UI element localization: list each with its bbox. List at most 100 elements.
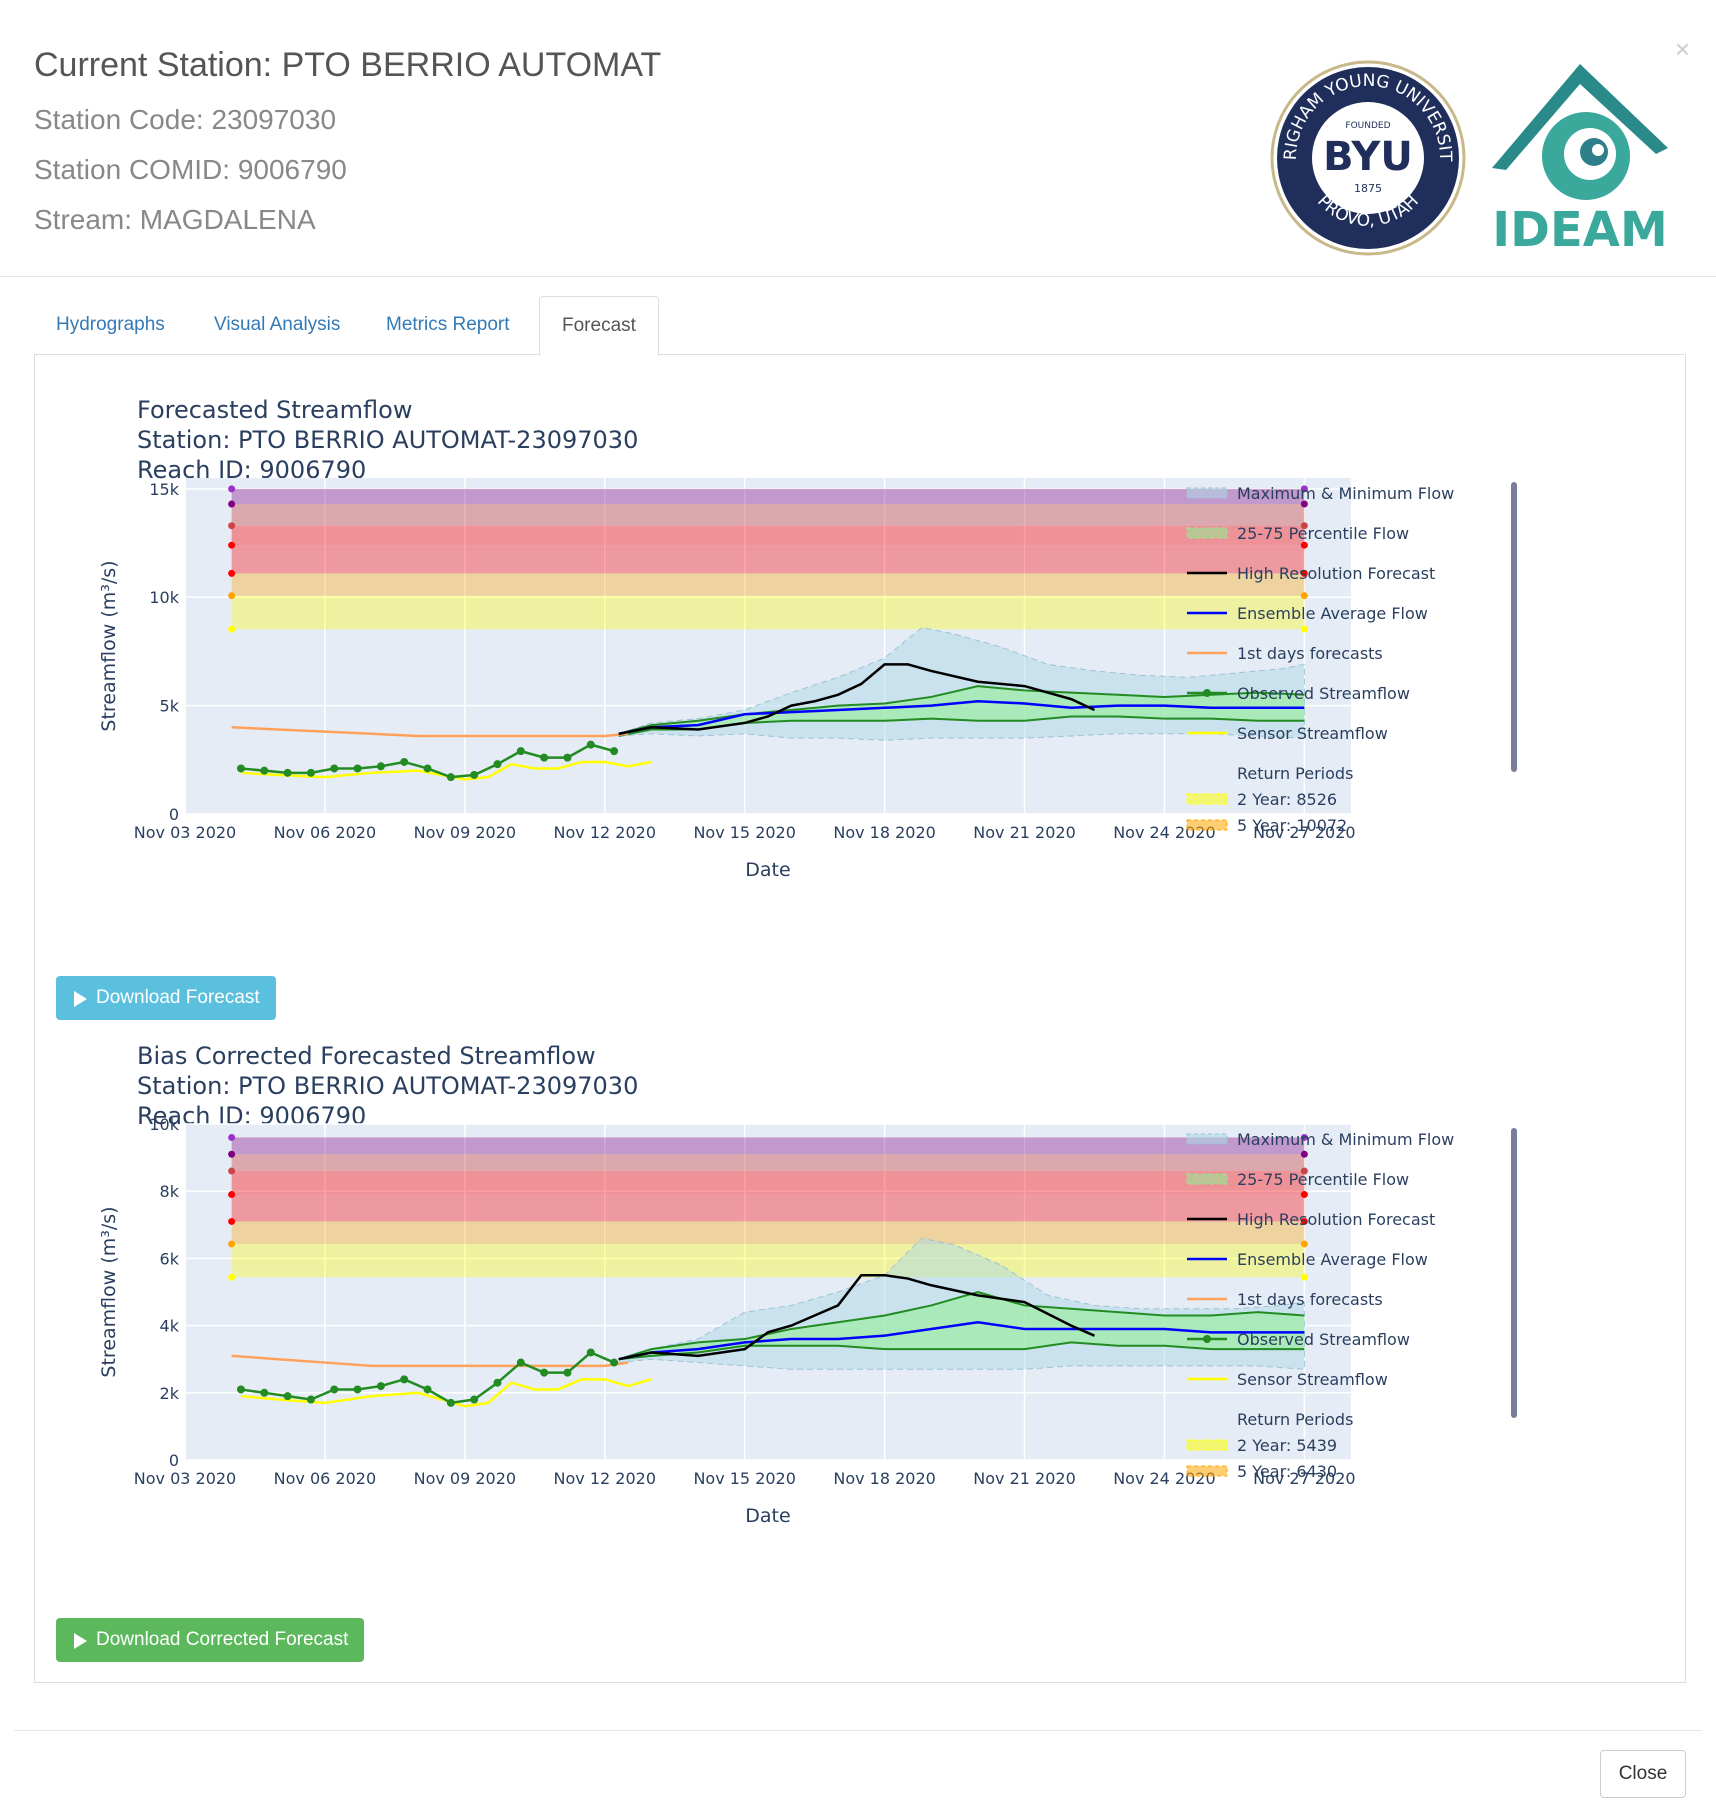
chart1-x-tick-label: Nov 27 2020: [1253, 1469, 1355, 1488]
chart0-x-tick-label: Nov 18 2020: [833, 823, 935, 842]
tab-forecast[interactable]: Forecast: [539, 296, 659, 356]
chart1-return-period-marker: [228, 1191, 236, 1199]
chart0-observed-point: [446, 773, 455, 782]
chart0-observed-point: [283, 768, 292, 777]
chart0-legend-swatch: [1186, 819, 1228, 831]
chart0-return-period-band: [231, 545, 1305, 574]
chart0-observed-point: [540, 753, 549, 762]
chart1-sensor-line: [240, 1378, 652, 1408]
tab-visual-analysis[interactable]: Visual Analysis: [214, 314, 341, 335]
tab-metrics-report[interactable]: Metrics Report: [386, 314, 510, 335]
chart1-y-tick-label: 10k: [149, 1115, 179, 1134]
chart1-p75-line: [618, 1290, 1305, 1361]
chart1-observed-point: [610, 1358, 619, 1367]
chart0-return-period-marker: [228, 522, 236, 530]
chart1-y-tick-label: 4k: [160, 1317, 180, 1336]
chart0-first-days-line: [231, 726, 629, 738]
chart1-observed-point: [283, 1392, 292, 1401]
chart0-legend-item: Observed Streamflow: [1237, 684, 1410, 703]
chart0-legend-item: 5 Year: 10072: [1237, 816, 1347, 835]
modal-footer-divider: [14, 1730, 1702, 1731]
chart1-x-tick-label: Nov 12 2020: [554, 1469, 656, 1488]
chart1-observed-point: [353, 1385, 362, 1394]
chart0-ensemble-line: [618, 700, 1305, 736]
chart1-return-period-band: [231, 1243, 1305, 1278]
download-corrected-forecast-button[interactable]: Download Corrected Forecast: [56, 1618, 365, 1662]
chart0-return-period-band: [231, 525, 1305, 546]
chart1-x-tick-label: Nov 06 2020: [274, 1469, 376, 1488]
chart0-observed-point: [353, 764, 362, 773]
chart1-observed-point: [260, 1388, 269, 1397]
chart0-return-period-band: [231, 595, 1305, 630]
chart0-return-period-band: [231, 488, 1305, 505]
chart1-legend-swatch: [1186, 1173, 1228, 1185]
download-forecast-label: Download Forecast: [96, 987, 260, 1008]
chart1-return-period-band: [231, 1137, 1305, 1155]
chart1-x-tick-label: Nov 15 2020: [693, 1469, 795, 1488]
chart0-x-tick-label: Nov 06 2020: [274, 823, 376, 842]
chart0-return-period-marker: [228, 569, 236, 577]
close-button[interactable]: Close: [1600, 1750, 1686, 1798]
chart0-percentile-flow-area: [618, 686, 1305, 736]
chart1-return-period-band: [231, 1221, 1305, 1244]
chart0-legend-item: Maximum & Minimum Flow: [1237, 484, 1454, 503]
chart0-return-period-marker: [1300, 569, 1308, 577]
stream-name: Stream: MAGDALENA: [34, 204, 316, 235]
chart1-legend-scrollbar: [1511, 1128, 1517, 1418]
chart0-legend-item: Return Periods: [1237, 764, 1353, 783]
chart1-legend-swatch-dot: [1203, 1335, 1211, 1343]
chart0-legend-swatch: [1186, 793, 1228, 805]
chart0-legend-item: 2 Year: 8526: [1237, 790, 1337, 809]
chart0-return-period-marker: [1300, 485, 1308, 493]
chart0-x-tick-label: Nov 12 2020: [554, 823, 656, 842]
chart1-observed-point: [306, 1395, 315, 1404]
chart1-return-period-marker: [228, 1133, 236, 1141]
chart0-x-tick-label: Nov 09 2020: [414, 823, 516, 842]
chart0-return-period-marker: [228, 541, 236, 549]
chart1-return-period-marker: [1300, 1273, 1308, 1281]
chart0-legend-item: 25-75 Percentile Flow: [1237, 524, 1409, 543]
chart1-legend-item: Return Periods: [1237, 1410, 1353, 1429]
chart1-legend-item: 25-75 Percentile Flow: [1237, 1170, 1409, 1189]
chart1-legend-item: High Resolution Forecast: [1237, 1210, 1435, 1229]
chart1-x-tick-label: Nov 09 2020: [414, 1469, 516, 1488]
chart0-plot-area: [185, 478, 1351, 814]
ideam-logo: IDEAM: [1492, 64, 1668, 258]
chart0-return-period-marker: [1300, 592, 1308, 600]
tab-hydrographs[interactable]: Hydrographs: [56, 314, 165, 335]
chart1-legend-item: Ensemble Average Flow: [1237, 1250, 1428, 1269]
chart0-high-res-line: [618, 663, 1096, 736]
chart0-observed-point: [376, 762, 385, 771]
chart0-observed-point: [610, 747, 619, 756]
chart0-observed-point: [306, 768, 315, 777]
corrected-forecast-chart[interactable]: Bias Corrected Forecasted StreamflowStat…: [35, 1040, 1685, 1580]
chart1-ensemble-line: [618, 1320, 1305, 1361]
chart1-return-period-marker: [1300, 1191, 1308, 1199]
chart1-observed-point: [563, 1368, 572, 1377]
chart0-legend-swatch-dot: [1203, 689, 1211, 697]
chart1-y-tick-label: 2k: [160, 1384, 180, 1403]
chart0-observed-point: [400, 757, 409, 766]
chart0-return-period-marker: [1300, 522, 1308, 530]
chart0-return-period-band: [231, 573, 1305, 596]
close-icon[interactable]: ×: [1674, 34, 1690, 64]
modal-header: Current Station: PTO BERRIO AUTOMAT Stat…: [0, 0, 1716, 277]
chart1-return-period-marker: [228, 1273, 236, 1281]
play-icon: [74, 1633, 87, 1649]
chart1-legend-item: 2 Year: 5439: [1237, 1436, 1337, 1455]
chart1-legend-item: 5 Year: 6430: [1237, 1462, 1337, 1481]
chart0-return-period-marker: [228, 625, 236, 633]
chart1-observed-point: [376, 1382, 385, 1391]
download-forecast-button[interactable]: Download Forecast: [56, 976, 276, 1020]
download-corrected-label: Download Corrected Forecast: [96, 1629, 349, 1650]
chart1-legend-item: Sensor Streamflow: [1237, 1370, 1388, 1389]
chart0-title: Forecasted Streamflow: [137, 396, 412, 424]
chart0-y-tick-label: 0: [169, 805, 179, 824]
chart1-return-period-marker: [1300, 1150, 1308, 1158]
chart1-y-tick-label: 8k: [160, 1182, 180, 1201]
chart0-legend-item: Sensor Streamflow: [1237, 724, 1388, 743]
chart0-return-period-marker: [228, 485, 236, 493]
chart0-x-axis-label: Date: [745, 859, 790, 881]
